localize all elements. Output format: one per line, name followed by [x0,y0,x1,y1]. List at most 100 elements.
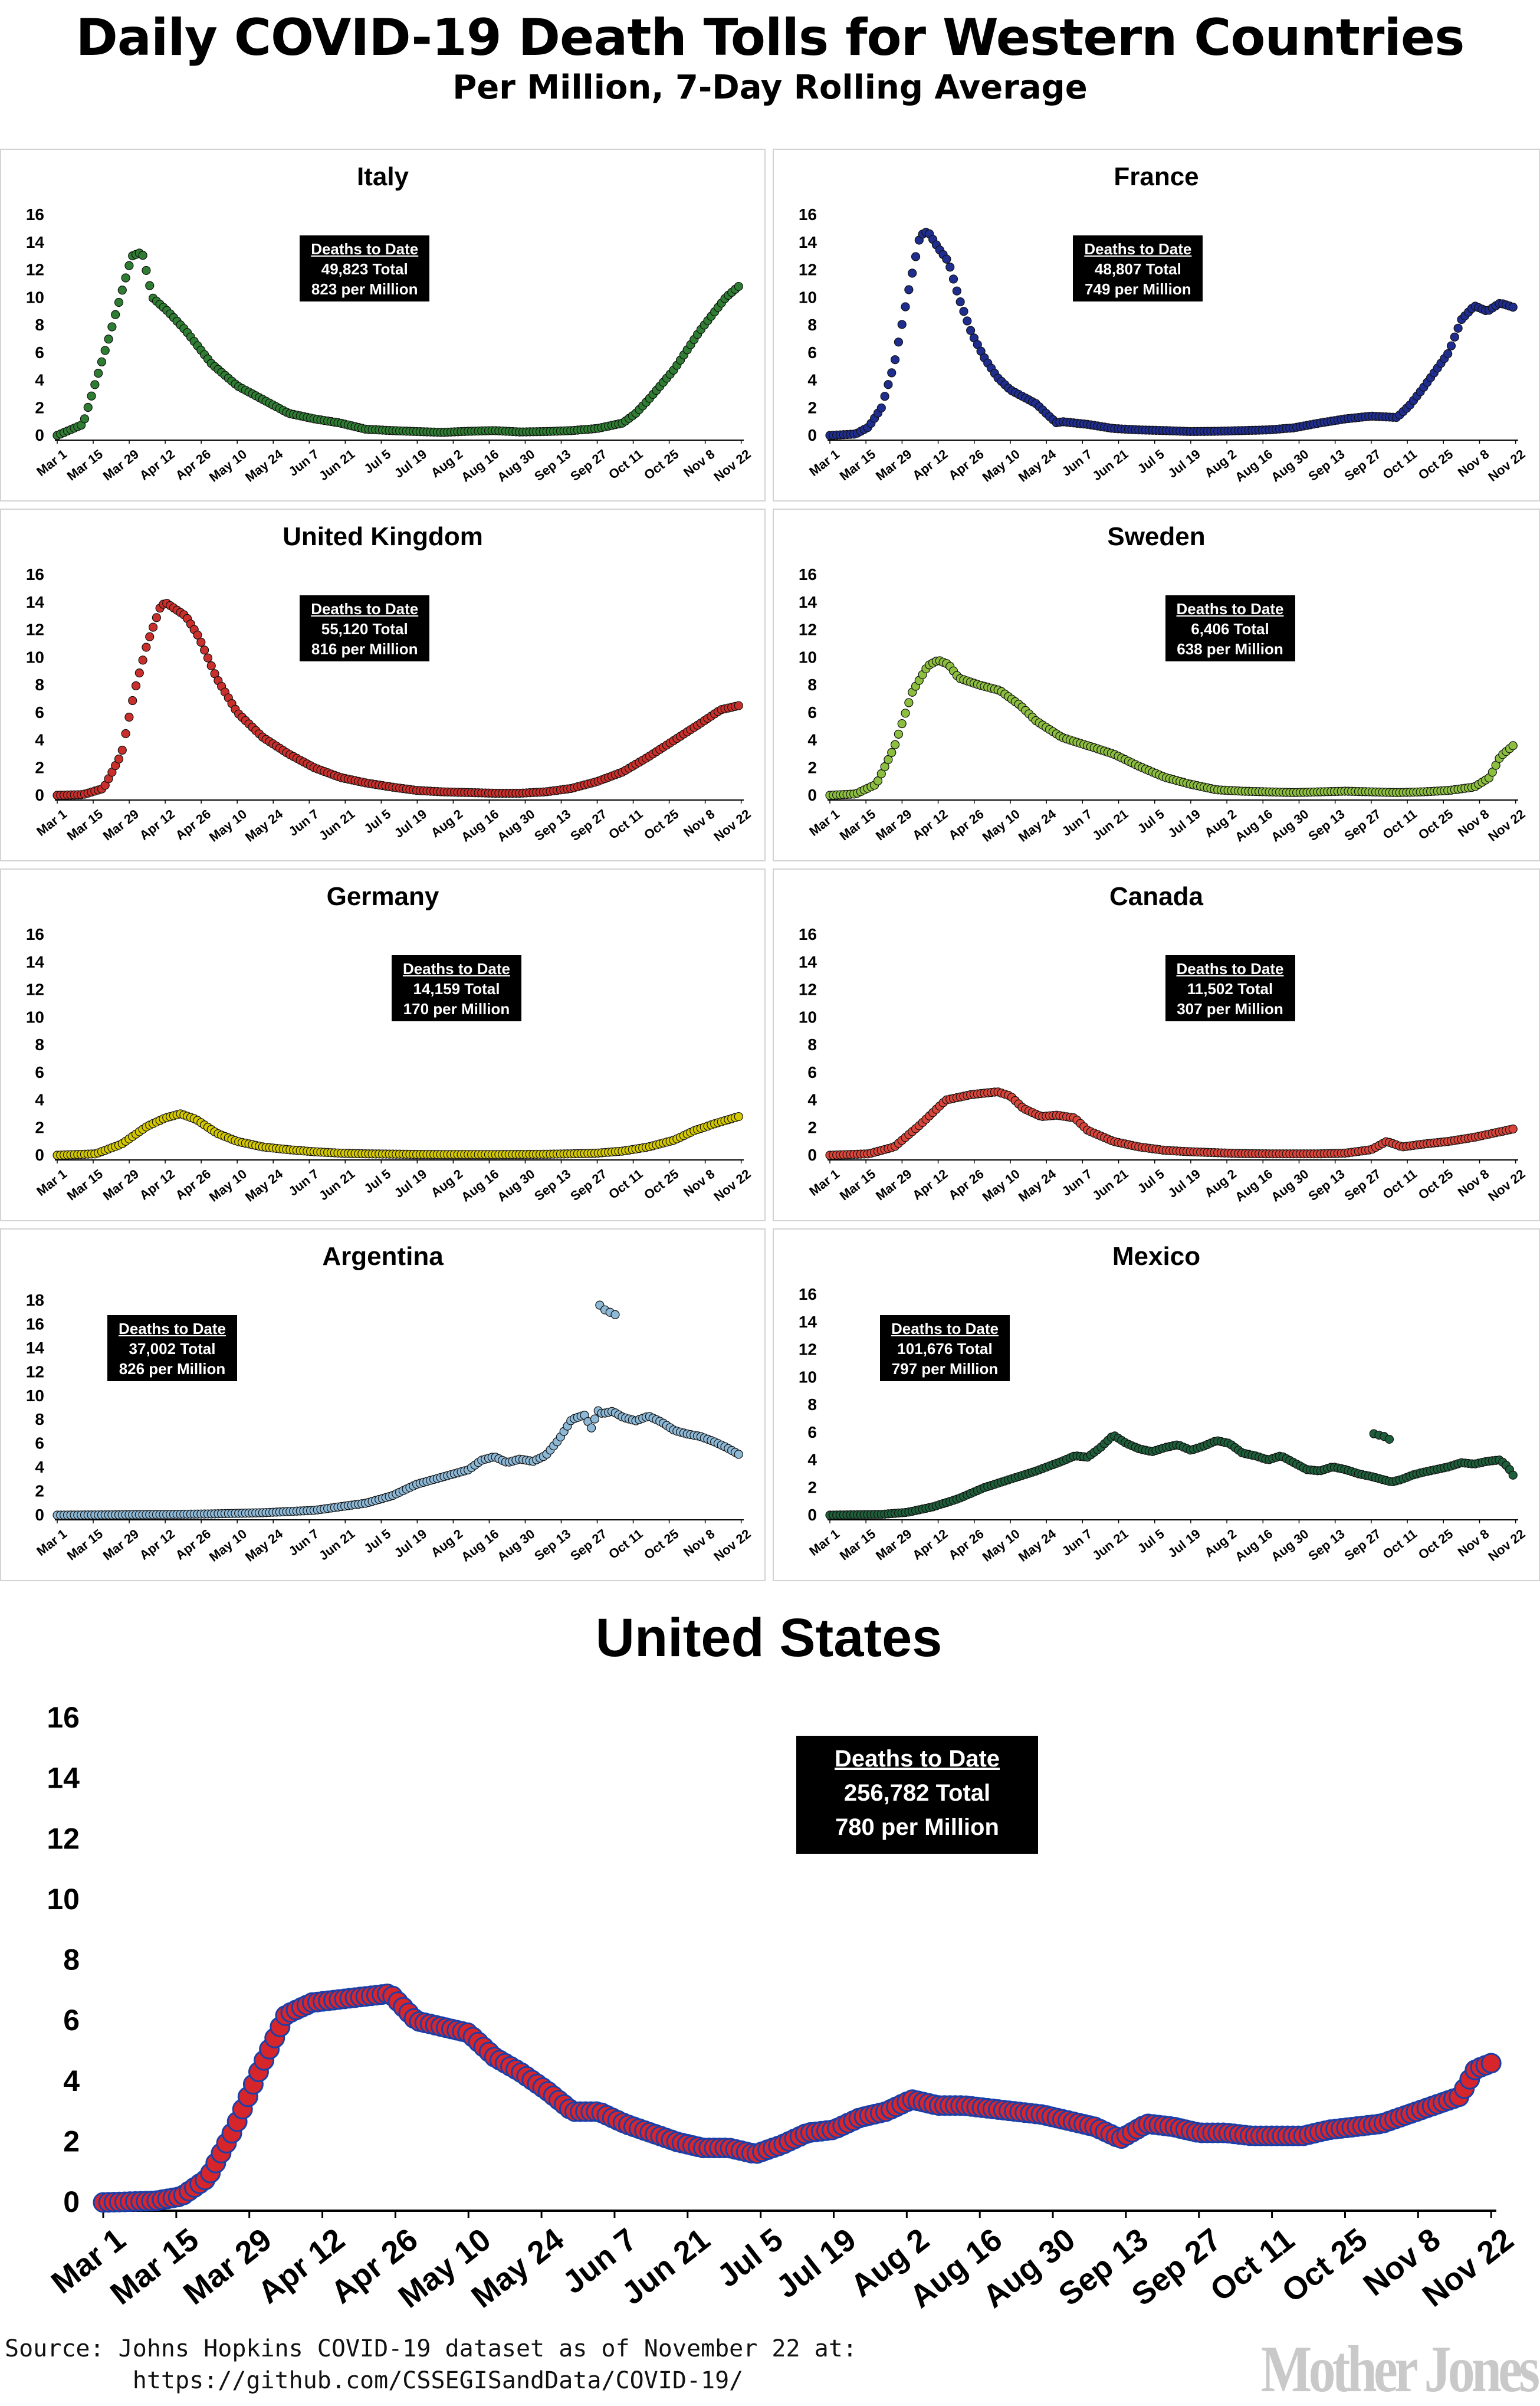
x-tick-label: Jul 5 [361,807,393,837]
x-tick-label: Nov 22 [711,807,753,844]
chart-title: Italy [357,162,409,191]
callout-header: Deaths to Date [1176,960,1284,978]
y-tick-label: 0 [807,426,817,444]
y-tick-label: 14 [799,233,817,251]
x-tick-label: May 10 [206,807,249,845]
x-tick-label: Oct 25 [1416,447,1456,483]
x-tick-label: Mar 1 [34,807,70,839]
x-tick-label: Apr 26 [945,1526,986,1563]
callout-total: 14,159 Total [413,980,500,998]
y-tick-label: 2 [35,1118,44,1136]
y-tick-label: 12 [799,261,817,279]
x-tick-label: Mar 1 [806,1166,842,1199]
y-tick-label: 6 [807,1063,817,1081]
y-tick-label: 4 [35,371,44,389]
callout-per-million: 797 per Million [891,1360,999,1378]
x-tick-label: Sep 13 [531,1166,573,1204]
x-tick-label: Jul 19 [1165,1526,1203,1561]
x-tick-label: Jul 5 [361,447,393,477]
x-tick-label: Jun 7 [1059,807,1095,839]
callout-total: 55,120 Total [321,620,408,638]
deaths-to-date-callout: Deaths to Date 256,782 Total 780 per Milli… [796,1736,1038,1854]
y-tick-label: 16 [26,205,44,224]
data-point [121,729,130,739]
data-point [734,701,743,710]
data-point [590,1414,600,1424]
y-tick-label: 8 [63,1943,80,1976]
x-tick-label: May 24 [242,446,286,484]
data-point [114,297,124,307]
data-point [90,380,100,389]
x-tick-label: Jun 21 [316,1166,357,1204]
y-tick-label: 2 [35,398,44,417]
deaths-to-date-callout: Deaths to Date 55,120 Total 816 per Millio… [300,595,430,661]
y-tick-label: 12 [26,261,44,279]
footer: Source: Johns Hopkins COVID-19 dataset a… [0,2329,1540,2404]
callout-header: Deaths to Date [311,240,419,258]
data-point [911,252,921,261]
y-tick-label: 6 [63,2004,80,2037]
data-point [1508,303,1518,312]
callout-per-million: 638 per Million [1177,640,1283,658]
y-tick-label: 16 [26,925,44,943]
data-point [1508,1124,1518,1134]
x-tick-label: Jun 21 [1089,447,1131,484]
x-tick-label: Jul 19 [770,2221,863,2305]
x-tick-label: Jun 21 [316,1526,357,1563]
data-point [880,762,889,772]
y-tick-label: 0 [807,1506,817,1524]
x-tick-label: Apr 26 [945,1166,986,1203]
y-tick-label: 18 [26,1291,44,1309]
y-tick-label: 8 [35,1035,44,1054]
data-point [145,281,155,290]
deaths-to-date-callout: Deaths to Date 49,823 Total 823 per Millio… [300,235,430,301]
y-tick-label: 12 [26,981,44,999]
data-point [876,769,886,779]
outlier-point [1384,1434,1394,1444]
y-tick-label: 12 [26,621,44,639]
x-tick-label: Apr 26 [173,1526,214,1563]
x-tick-label: May 24 [1016,1166,1059,1204]
chart-panel-uk: United Kingdom 0 2 4 6 8 10 12 14 16 Mar 1 Mar 15 Ma… [0,509,766,861]
y-tick-label: 10 [26,648,44,666]
chart-title: Sweden [1107,522,1205,551]
y-tick-label: 14 [799,1313,817,1331]
x-tick-label: Sep 13 [1305,1526,1347,1563]
deaths-to-date-callout: Deaths to Date 6,406 Total 638 per Million [1165,595,1295,661]
callout-header: Deaths to Date [834,1746,1000,1772]
callout-per-million: 170 per Million [403,1000,510,1018]
data-point [128,696,137,706]
x-tick-label: Oct 11 [606,447,645,482]
y-tick-label: 6 [807,703,817,722]
x-tick-label: Jul 5 [361,1166,393,1197]
data-point [734,1450,743,1459]
data-point [200,645,209,655]
data-point [152,613,161,622]
deaths-to-date-callout: Deaths to Date 14,159 Total 170 per Millio… [391,955,521,1021]
y-tick-label: 10 [26,288,44,306]
callout-per-million: 780 per Million [835,1814,999,1840]
x-tick-label: May 10 [980,1166,1023,1205]
x-tick-label: May 10 [980,807,1023,845]
x-tick-label: Sep 13 [1305,447,1347,484]
y-tick-label: 6 [807,343,817,362]
y-tick-label: 2 [35,758,44,776]
x-tick-label: Nov 22 [711,1526,753,1564]
x-tick-label: Aug 30 [494,807,537,845]
chart-panel-italy: Italy 0 2 4 6 8 10 12 14 16 Mar 1 Mar 15 Mar 29 Apr 1… [0,149,766,501]
x-tick-label: May 10 [980,447,1023,485]
x-tick-label: Mar 29 [100,807,142,844]
y-tick-label: 2 [807,1118,817,1136]
x-tick-label: Jun 7 [285,807,321,839]
callout-per-million: 307 per Million [1177,1000,1283,1018]
y-tick-label: 6 [35,703,44,722]
y-tick-label: 16 [26,565,44,584]
callout-total: 101,676 Total [897,1340,993,1358]
y-tick-label: 12 [799,1340,817,1359]
callout-total: 256,782 Total [843,1780,991,1806]
x-tick-label: Sep 27 [1342,807,1384,844]
y-tick-label: 8 [807,316,817,334]
